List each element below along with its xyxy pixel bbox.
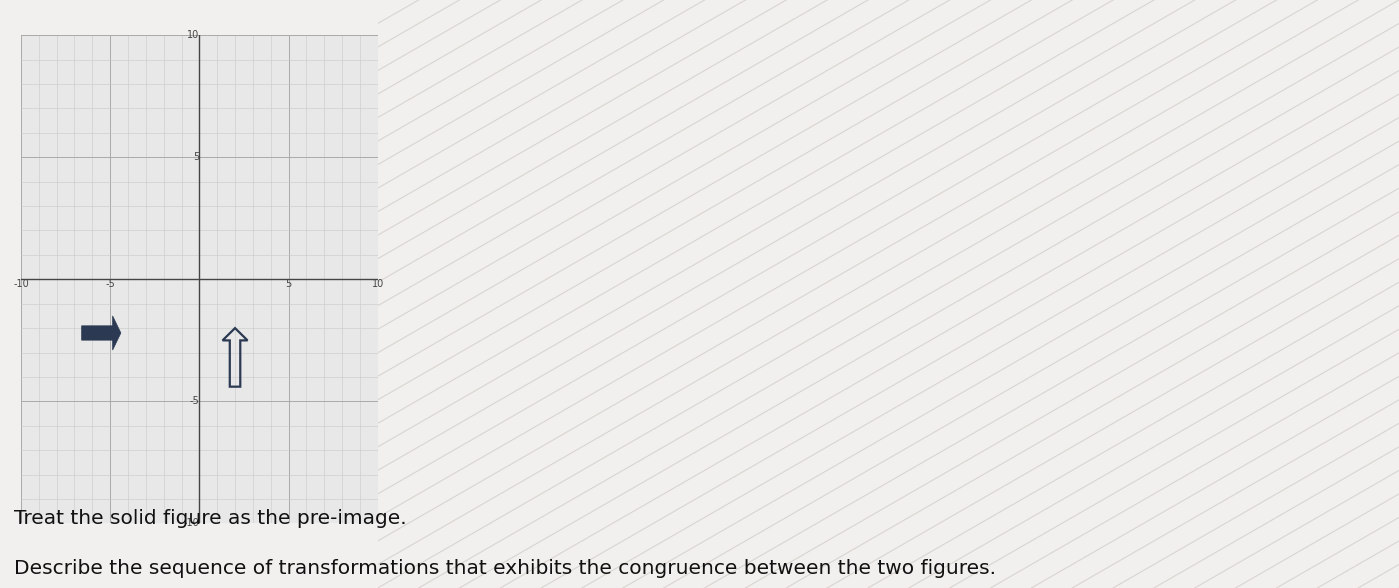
Text: Describe the sequence of transformations that exhibits the congruence between th: Describe the sequence of transformations… (14, 559, 996, 577)
Text: 10: 10 (187, 30, 200, 41)
Text: 10: 10 (372, 279, 383, 289)
Text: -10: -10 (183, 518, 200, 529)
Text: -5: -5 (105, 279, 115, 289)
Polygon shape (81, 316, 120, 350)
Text: -5: -5 (190, 396, 200, 406)
Text: 5: 5 (285, 279, 291, 289)
Text: -10: -10 (13, 279, 29, 289)
Text: 5: 5 (193, 152, 200, 162)
Text: Treat the solid figure as the pre-image.: Treat the solid figure as the pre-image. (14, 509, 407, 527)
